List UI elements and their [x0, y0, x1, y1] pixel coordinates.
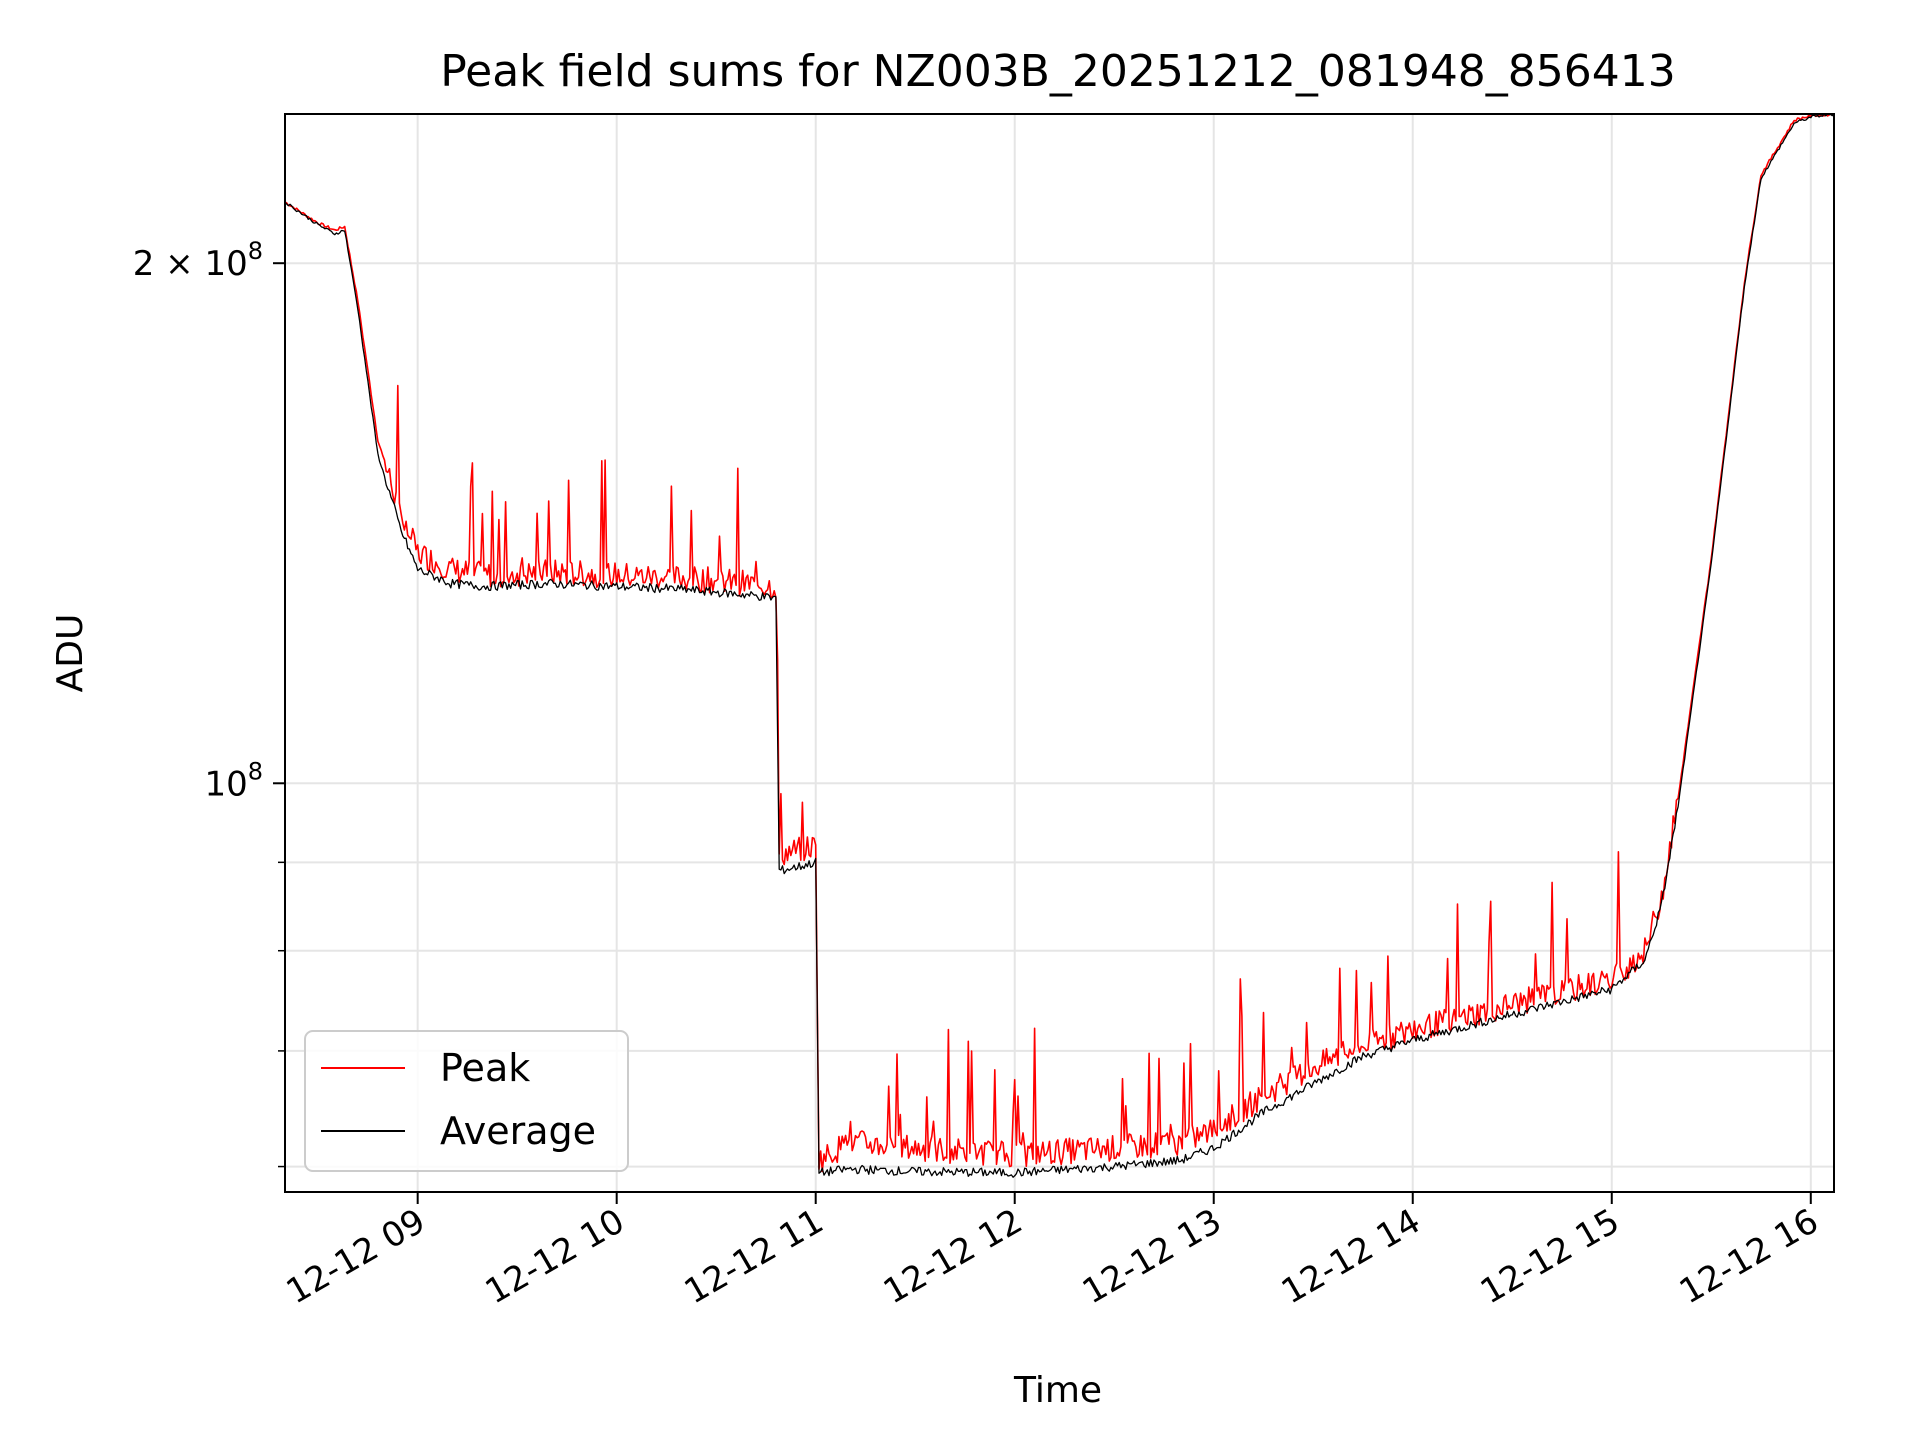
legend-label-peak: Peak [440, 1046, 530, 1090]
y-tick-label: 108 [204, 757, 263, 804]
legend-label-average: Average [440, 1109, 596, 1153]
y-tick-layer: 108 2 × 108 [133, 237, 285, 1168]
x-axis-label: Time [1013, 1370, 1102, 1411]
y-axis-label: ADU [50, 614, 91, 693]
legend: Peak Average [304, 1030, 629, 1172]
y-tick-label: 2 × 108 [133, 237, 263, 284]
series-layer [284, 113, 1835, 1178]
series-line-average [284, 113, 1835, 1178]
plot-frame [284, 113, 1835, 1193]
legend-box [304, 1030, 629, 1172]
chart-title: Peak field sums for NZ003B_20251212_0819… [440, 46, 1676, 97]
grid-layer [285, 114, 1834, 1192]
